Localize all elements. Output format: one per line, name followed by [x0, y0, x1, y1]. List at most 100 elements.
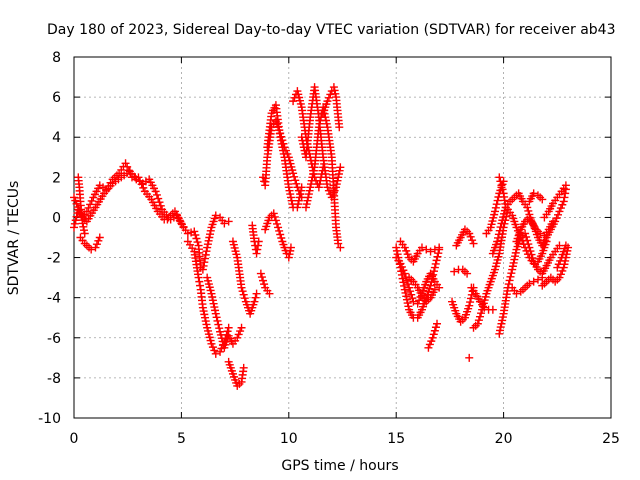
data-point	[274, 223, 283, 232]
data-point	[70, 223, 78, 232]
data-point	[126, 169, 135, 178]
data-point	[271, 216, 280, 225]
data-point	[335, 123, 344, 132]
data-point	[275, 226, 284, 235]
data-point	[422, 245, 431, 254]
data-point	[430, 245, 439, 254]
plot-frame	[73, 56, 612, 419]
y-tick-label: 0	[52, 210, 61, 226]
x-tick-label: 10	[280, 431, 298, 447]
data-point	[561, 189, 570, 198]
series-t22	[405, 273, 439, 306]
data-point	[493, 237, 502, 246]
data-point	[431, 259, 440, 268]
series-t25	[452, 225, 478, 250]
data-point	[237, 323, 246, 332]
x-tick-label: 0	[70, 431, 79, 447]
series-t12	[261, 209, 295, 262]
y-tick-label: -6	[47, 331, 61, 347]
data-point	[211, 349, 220, 358]
series-t32	[495, 173, 510, 212]
series-t8	[224, 357, 248, 390]
series-t38	[538, 243, 573, 290]
series-t26	[450, 265, 472, 278]
x-tick-label: 20	[495, 431, 513, 447]
data-point	[257, 273, 266, 282]
data-point	[82, 207, 91, 216]
data-point	[70, 219, 79, 228]
data-point	[561, 241, 570, 250]
data-point	[192, 234, 201, 243]
y-tick-label: -4	[47, 291, 61, 307]
data-point	[240, 294, 249, 303]
x-tick-label: 25	[602, 431, 620, 447]
data-point	[492, 200, 501, 209]
data-point	[272, 219, 281, 228]
data-point	[507, 269, 516, 278]
data-point	[190, 227, 199, 236]
data-point	[151, 187, 160, 196]
data-point	[467, 290, 476, 299]
data-point	[198, 265, 207, 274]
grid-lines	[74, 57, 611, 418]
series-t21	[396, 237, 444, 266]
data-point	[134, 173, 143, 182]
series-t4	[74, 173, 89, 238]
data-point	[524, 206, 533, 215]
x-tick-label: 5	[177, 431, 186, 447]
x-axis-label: GPS time / hours	[281, 458, 398, 474]
data-point	[87, 245, 96, 254]
data-point	[432, 256, 441, 265]
data-point	[521, 229, 530, 238]
data-point	[430, 285, 439, 294]
data-point	[400, 269, 409, 278]
data-point	[201, 254, 210, 263]
series-t36	[525, 189, 547, 206]
data-point	[473, 319, 482, 328]
data-point	[136, 176, 145, 185]
data-point	[495, 173, 504, 182]
data-point	[496, 223, 505, 232]
y-tick-label: 8	[52, 50, 61, 66]
series-t2	[70, 159, 188, 232]
series-t18	[319, 83, 344, 132]
data-point	[469, 239, 478, 248]
data-point	[200, 258, 209, 267]
data-point	[434, 249, 443, 258]
data-point	[211, 309, 220, 318]
data-point	[224, 217, 233, 226]
data-point	[430, 326, 439, 335]
data-point	[417, 243, 426, 252]
data-point	[450, 267, 459, 276]
data-point	[426, 281, 435, 290]
y-tick-label: 2	[52, 170, 61, 186]
data-point	[466, 294, 475, 303]
data-point	[270, 212, 279, 221]
x-axis-tick-labels: 0 5 10 15 20 25	[70, 431, 620, 447]
data-point	[528, 254, 537, 263]
data-point	[497, 181, 506, 190]
data-point	[292, 179, 301, 188]
data-point	[276, 230, 285, 239]
series-t37	[540, 181, 570, 222]
data-point	[505, 276, 514, 285]
data-point	[405, 283, 414, 292]
data-point	[123, 162, 132, 171]
data-point	[252, 289, 261, 298]
series-t6	[198, 211, 233, 274]
data-point	[201, 250, 210, 259]
data-point	[251, 293, 260, 302]
data-point	[214, 320, 223, 329]
data-point	[488, 305, 497, 314]
series-t27	[465, 353, 474, 362]
data-point	[431, 323, 440, 332]
data-point	[250, 297, 259, 306]
data-point	[408, 294, 417, 303]
y-tick-label: -2	[47, 251, 61, 267]
series-t34	[508, 273, 547, 298]
chart-title: Day 180 of 2023, Sidereal Day-to-day VTE…	[47, 22, 616, 38]
data-point	[252, 249, 261, 258]
data-point	[477, 309, 486, 318]
data-point	[538, 273, 547, 282]
